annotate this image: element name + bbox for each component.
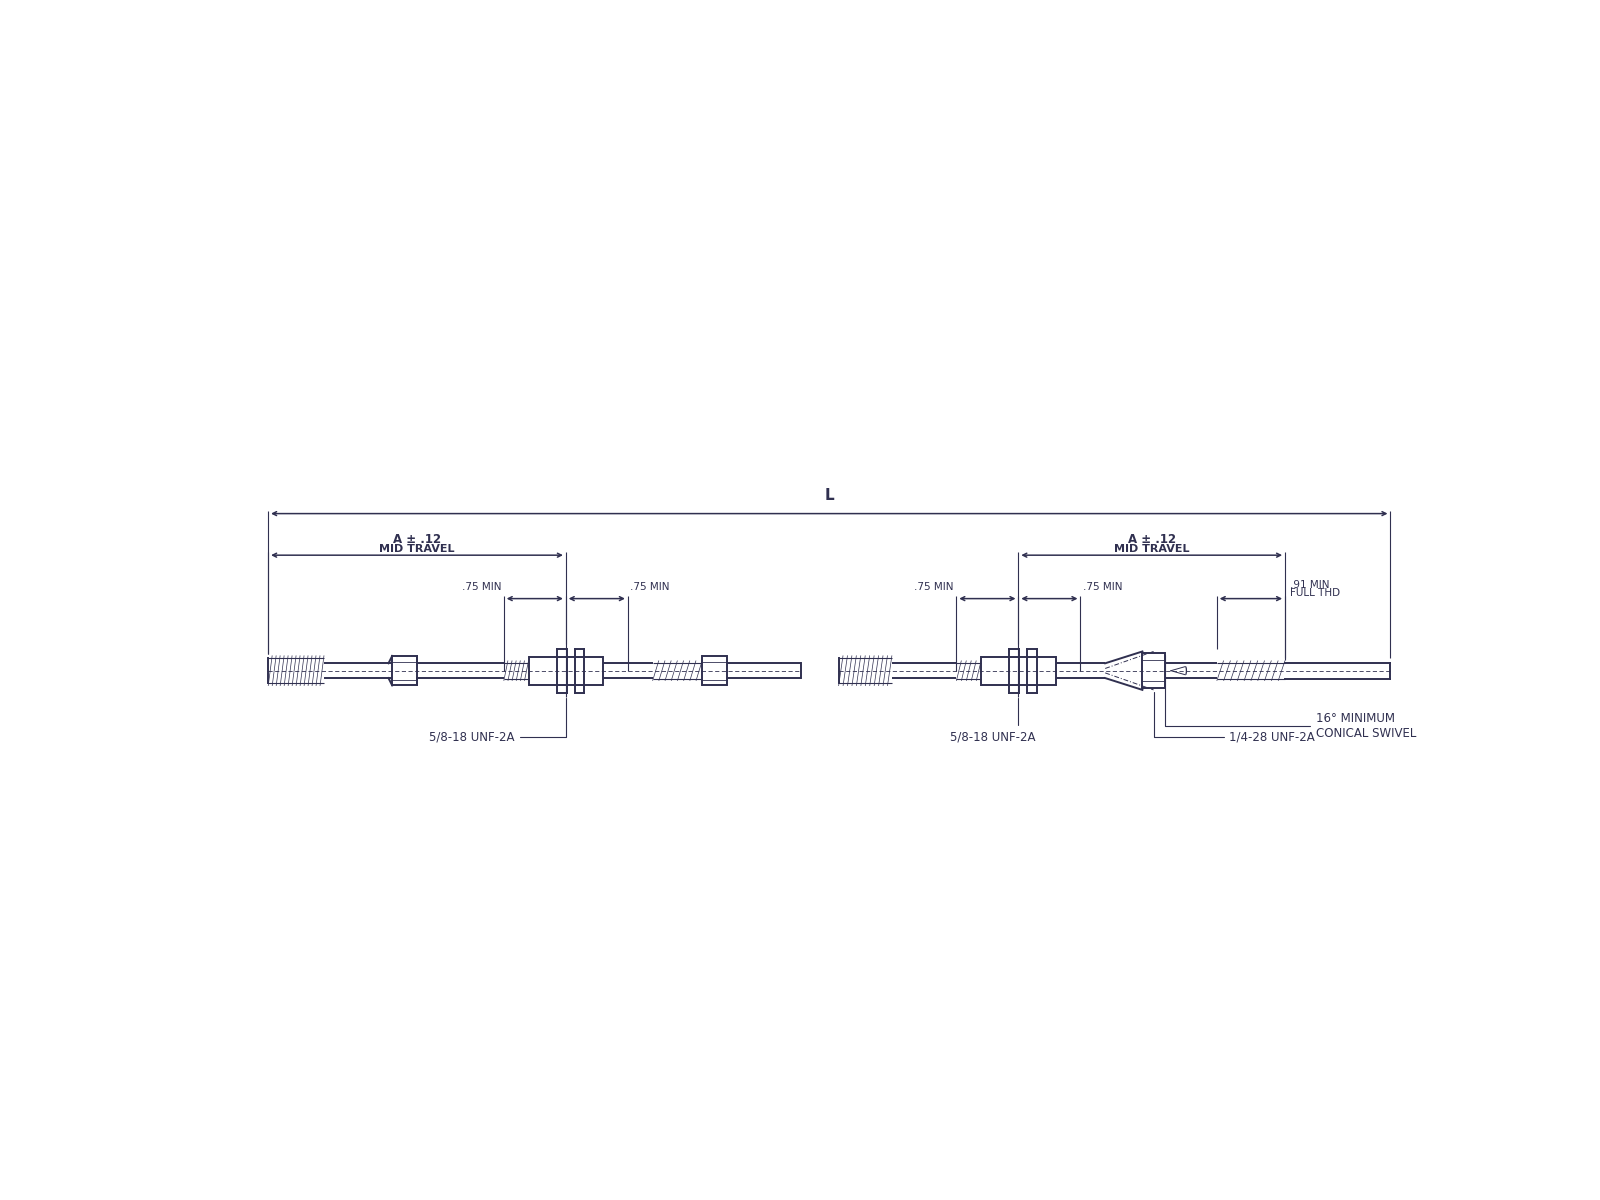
Text: .75 MIN: .75 MIN <box>462 582 501 592</box>
Text: MID TRAVEL: MID TRAVEL <box>379 545 454 554</box>
Text: .75 MIN: .75 MIN <box>915 582 954 592</box>
Text: .75 MIN: .75 MIN <box>1083 582 1122 592</box>
Text: .75 MIN: .75 MIN <box>630 582 670 592</box>
Text: .91 MIN: .91 MIN <box>1290 581 1330 590</box>
Text: 5/8-18 UNF-2A: 5/8-18 UNF-2A <box>429 698 566 744</box>
Text: A ± .12: A ± .12 <box>394 533 442 546</box>
Text: MID TRAVEL: MID TRAVEL <box>1114 545 1189 554</box>
Text: L: L <box>824 487 834 503</box>
Text: A ± .12: A ± .12 <box>1128 533 1176 546</box>
Text: FULL THD: FULL THD <box>1290 588 1341 598</box>
Text: 5/8-18 UNF-2A: 5/8-18 UNF-2A <box>950 698 1035 744</box>
Text: 1/4-28 UNF-2A: 1/4-28 UNF-2A <box>1154 692 1315 744</box>
Text: 16° MINIMUM
CONICAL SWIVEL: 16° MINIMUM CONICAL SWIVEL <box>1165 655 1416 740</box>
